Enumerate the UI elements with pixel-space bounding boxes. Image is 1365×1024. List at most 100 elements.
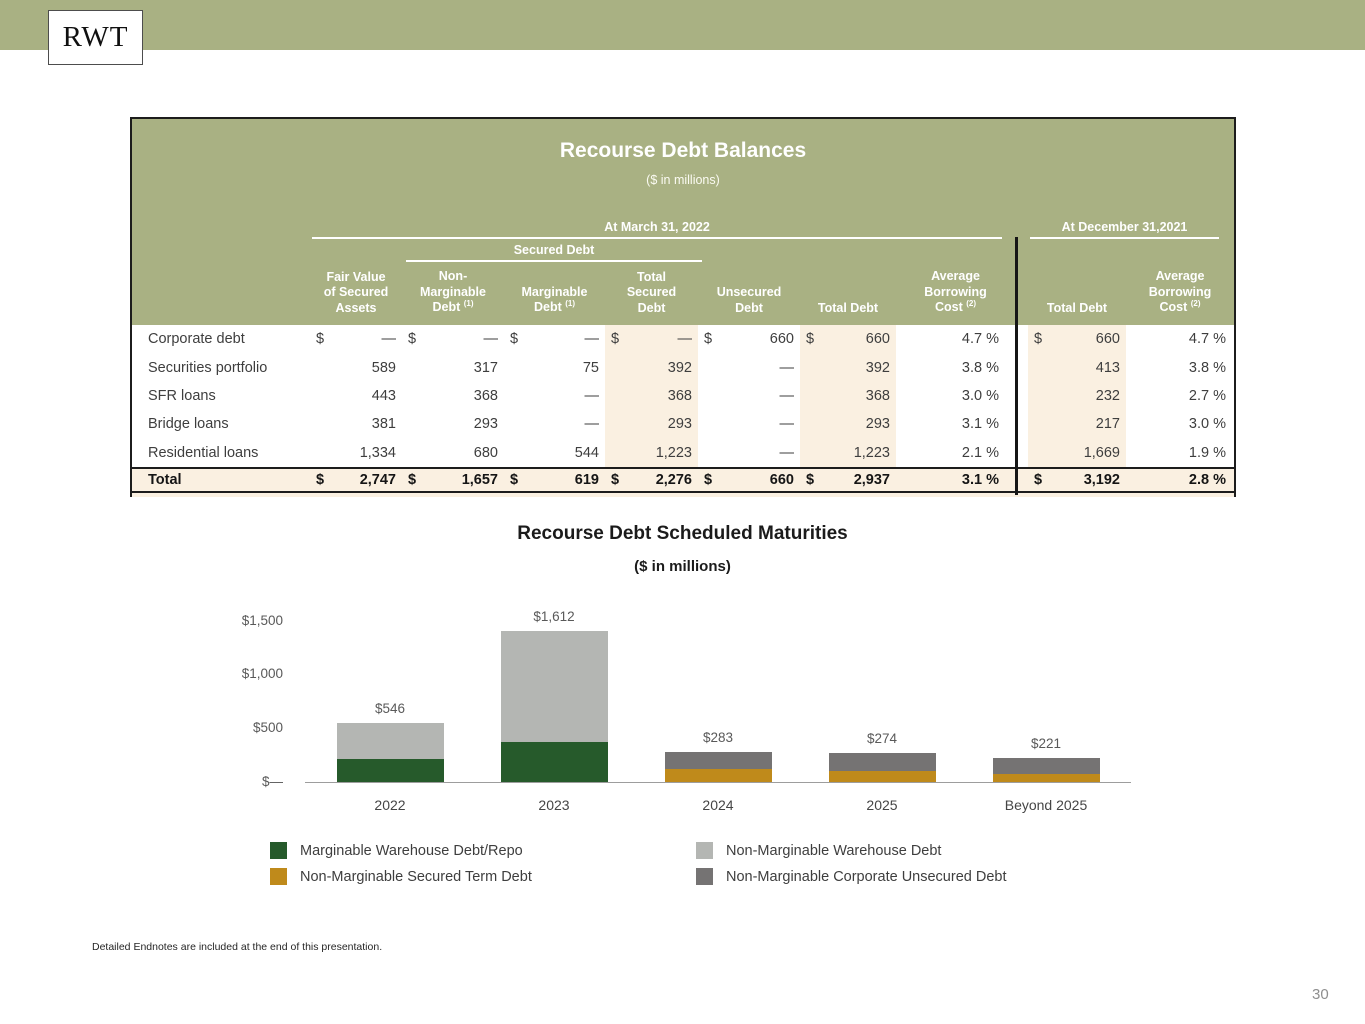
column-header-avg-borrowing-cost-december: Average Borrowing Cost (2)	[1148, 269, 1212, 315]
cell: 368	[605, 388, 698, 404]
column-header-marginable: Marginable Debt (1)	[521, 284, 588, 315]
cell: $2,276	[605, 472, 698, 488]
company-logo: RWT	[48, 10, 143, 65]
dollar-sign: $	[1034, 472, 1043, 488]
cell-value: 293	[473, 416, 498, 433]
cell-value: 232	[1095, 388, 1120, 405]
cell: 3.8 %	[1126, 360, 1234, 376]
y-axis-label: $1,000	[241, 666, 283, 682]
row-label: Corporate debt	[148, 331, 245, 348]
cell: 413	[1028, 360, 1126, 376]
cell: 3.0 %	[1126, 416, 1234, 432]
cell: $660	[1028, 331, 1126, 347]
group-header-december: At December 31,2021	[1061, 220, 1188, 234]
table-subtitle: ($ in millions)	[646, 173, 720, 187]
row-label: Total	[148, 472, 182, 488]
cell-value: 3.1 %	[961, 472, 999, 488]
legend-label: Marginable Warehouse Debt/Repo	[300, 842, 523, 859]
highlight-column-total-debt-december	[1028, 325, 1126, 467]
cell: 589	[310, 360, 402, 376]
chart-title: Recourse Debt Scheduled Maturities	[517, 523, 848, 544]
column-header-non-marginable: Non- Marginable Debt (1)	[420, 269, 486, 315]
cell: 381	[310, 416, 402, 432]
cell: —	[698, 416, 800, 432]
bar-total-label: $274	[866, 730, 898, 746]
maturities-chart: Recourse Debt Scheduled Maturities ($ in…	[0, 520, 1365, 920]
bar-segment	[828, 752, 936, 772]
cell: $660	[698, 331, 800, 347]
cell-value: 660	[769, 331, 794, 348]
cell-value: 2,276	[655, 472, 692, 488]
column-headers: Fair Value of Secured Assets Non- Margin…	[132, 266, 1234, 321]
cell: 368	[402, 388, 504, 404]
legend-label: Non-Marginable Warehouse Debt	[726, 842, 942, 859]
cell: $ —	[605, 331, 698, 347]
cell-value: 413	[1095, 359, 1120, 376]
cell: $ —	[504, 331, 605, 347]
highlight-column-total-debt-march	[800, 325, 896, 467]
cell-value: 368	[667, 388, 692, 405]
page-number: 30	[1312, 986, 1329, 1003]
cell-value: 544	[574, 444, 599, 461]
row-label: Bridge loans	[148, 416, 229, 433]
x-axis-label: 2024	[702, 797, 734, 813]
cell-value: —	[584, 331, 600, 348]
cell-value: 293	[667, 416, 692, 433]
table-title: Recourse Debt Balances	[559, 139, 807, 162]
cell: $660	[698, 472, 800, 488]
cell-value: 1,334	[359, 444, 396, 461]
cell-value: 217	[1095, 416, 1120, 433]
cell: 3.8 %	[896, 360, 1015, 376]
y-axis-label: $500	[252, 720, 283, 736]
cell-value: —	[677, 331, 693, 348]
legend-swatch-dark-gray	[696, 868, 713, 885]
bar-segment	[336, 723, 444, 759]
cell: 75	[504, 360, 605, 376]
cell: $1,657	[402, 472, 504, 488]
cell: 368	[800, 388, 896, 404]
cell-value: —	[584, 416, 600, 433]
cell: —	[698, 360, 800, 376]
december-underline	[1030, 237, 1219, 239]
bar-segment	[992, 773, 1100, 782]
cell: 2.8 %	[1126, 472, 1234, 488]
cell-value: —	[779, 444, 795, 461]
cell: 2.7 %	[1126, 388, 1234, 404]
chart-subtitle: ($ in millions)	[634, 558, 731, 575]
cell-value: 4.7 %	[961, 331, 999, 348]
cell-value: —	[483, 331, 499, 348]
column-header-total-debt-december: Total Debt	[1046, 300, 1108, 315]
dollar-sign: $	[1034, 331, 1043, 348]
cell-value: —	[584, 388, 600, 405]
dollar-sign: $	[408, 472, 417, 488]
row-label: SFR loans	[148, 388, 216, 405]
cell-value: 660	[865, 331, 890, 348]
cell: 1,334	[310, 445, 402, 461]
bar-total-label: $283	[702, 729, 734, 745]
bar-segment	[664, 768, 772, 782]
top-banner	[0, 0, 1365, 50]
cell: 392	[605, 360, 698, 376]
bar-segment	[336, 758, 444, 782]
x-axis-label: 2025	[866, 797, 898, 813]
column-header-total-debt-march: Total Debt	[817, 300, 879, 315]
logo-text: RWT	[62, 21, 129, 53]
cell: 1,223	[605, 445, 698, 461]
cell-value: 3.1 %	[961, 416, 999, 433]
cell: 443	[310, 388, 402, 404]
cell: 680	[402, 445, 504, 461]
bar-segment	[500, 630, 608, 742]
cell-value: 619	[574, 472, 599, 488]
period-divider-line	[1015, 237, 1018, 495]
column-header-fair-value: Fair Value of Secured Assets	[323, 269, 389, 315]
cell: —	[698, 445, 800, 461]
highlight-column-total-secured	[605, 325, 698, 467]
cell: —	[504, 388, 605, 404]
dollar-sign: $	[704, 472, 713, 488]
cell: 3.0 %	[896, 388, 1015, 404]
cell: 232	[1028, 388, 1126, 404]
legend-item-non-marginable-warehouse: Non-Marginable Warehouse Debt	[696, 842, 941, 859]
cell: 1.9 %	[1126, 445, 1234, 461]
legend-item-secured-term: Non-Marginable Secured Term Debt	[270, 868, 532, 885]
cell: $2,937	[800, 472, 896, 488]
